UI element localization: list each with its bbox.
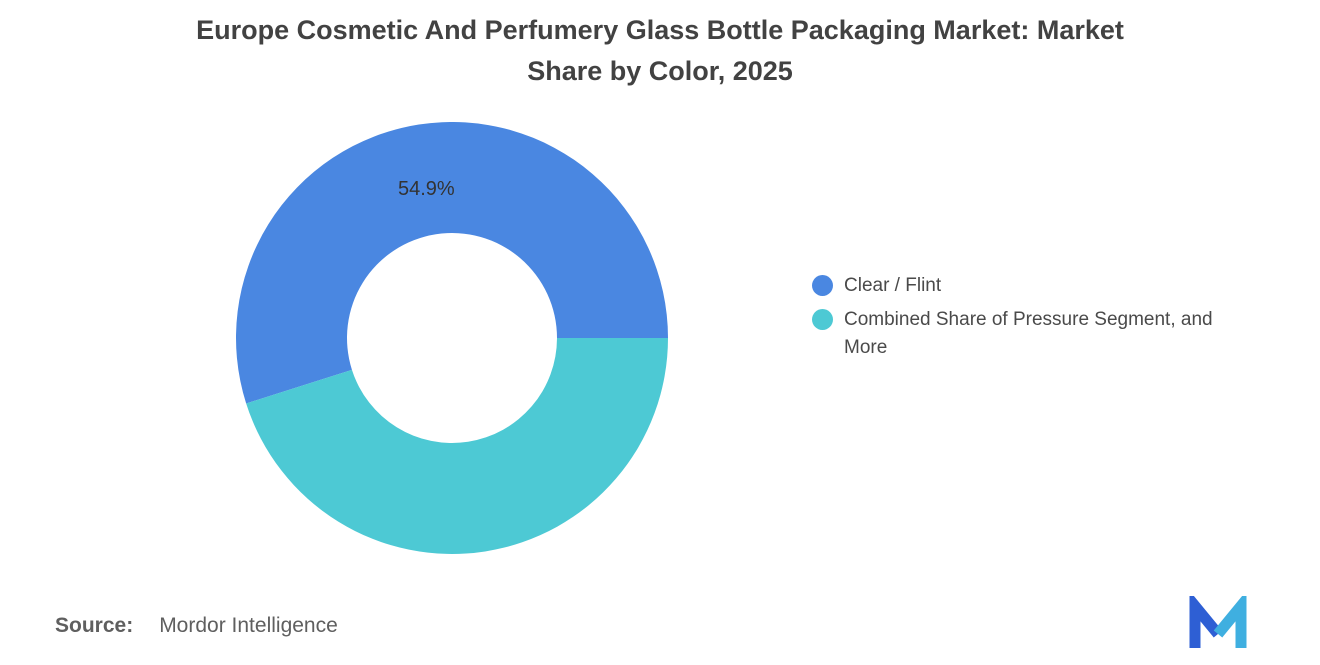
donut-slice-1 bbox=[246, 338, 668, 554]
donut-chart: 54.9% bbox=[236, 121, 668, 554]
chart-title-line-2: Share by Color, 2025 bbox=[527, 56, 793, 86]
donut-chart-svg bbox=[236, 121, 668, 554]
legend-label-line: Combined Share of Pressure Segment, and bbox=[844, 309, 1213, 330]
logo-m-icon bbox=[1189, 590, 1247, 648]
source-value: Mordor Intelligence bbox=[159, 614, 338, 637]
legend-item-combined-share: Combined Share of Pressure Segment, and … bbox=[812, 306, 1213, 362]
legend-label: Clear / Flint bbox=[844, 272, 941, 300]
chart-title: Europe Cosmetic And Perfumery Glass Bott… bbox=[0, 10, 1320, 92]
mordor-intelligence-logo bbox=[1188, 590, 1248, 652]
source-line: Source: Mordor Intelligence bbox=[55, 614, 338, 638]
source-label: Source: bbox=[55, 614, 134, 637]
legend: Clear / Flint Combined Share of Pressure… bbox=[812, 272, 1213, 362]
legend-item-clear-flint: Clear / Flint bbox=[812, 272, 1213, 300]
chart-title-line-1: Europe Cosmetic And Perfumery Glass Bott… bbox=[196, 15, 1124, 45]
legend-label: Combined Share of Pressure Segment, and … bbox=[844, 306, 1213, 362]
donut-slice-0 bbox=[236, 121, 668, 404]
legend-swatch bbox=[812, 309, 833, 330]
legend-swatch bbox=[812, 275, 833, 296]
legend-label-line: Clear / Flint bbox=[844, 275, 942, 296]
legend-label-line: More bbox=[844, 337, 888, 358]
donut-slice-label: 54.9% bbox=[398, 178, 455, 200]
